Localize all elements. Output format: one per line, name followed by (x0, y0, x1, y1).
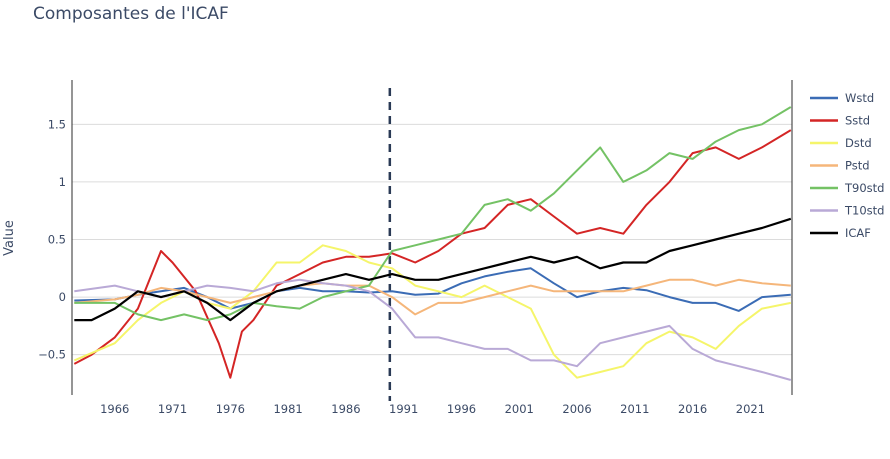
x-tick-label: 1971 (158, 402, 187, 416)
x-tick-label: 2011 (620, 402, 649, 416)
series-line-icaf[interactable] (74, 217, 792, 322)
y-tick-label: −0.5 (38, 348, 66, 362)
y-axis-title: Value (2, 220, 17, 256)
series-line-pstd[interactable] (74, 278, 791, 316)
y-tick-label: 0 (59, 290, 66, 304)
y-tick-label: 1.5 (48, 117, 66, 131)
x-tick-label: 1986 (331, 402, 360, 416)
series-line-t10std[interactable] (74, 278, 792, 381)
series-line-sstd[interactable] (73, 129, 792, 379)
legend-label-t10std[interactable]: T10std (844, 204, 884, 218)
legend-label-dstd[interactable]: Dstd (845, 136, 872, 150)
x-tick-label: 2006 (562, 402, 591, 416)
x-tick-label: 1981 (273, 402, 302, 416)
x-tick-label: 2001 (505, 402, 534, 416)
series-line-dstd[interactable] (73, 244, 791, 379)
x-tick-label: 1991 (389, 402, 418, 416)
legend-label-sstd[interactable]: Sstd (845, 114, 870, 128)
x-tick-label: 1996 (447, 402, 476, 416)
y-tick-label: 1 (59, 175, 66, 189)
x-tick-label: 2016 (678, 402, 707, 416)
legend-label-icaf[interactable]: ICAF (845, 226, 871, 240)
y-tick-label: 0.5 (48, 233, 66, 247)
legend-label-wstd[interactable]: Wstd (845, 91, 874, 105)
x-tick-label: 1976 (216, 402, 245, 416)
x-tick-label: 2021 (736, 402, 765, 416)
chart-title: Composantes de l'ICAF (33, 4, 229, 24)
x-tick-label: 1966 (100, 402, 129, 416)
legend-label-pstd[interactable]: Pstd (845, 159, 870, 173)
series-line-t90std[interactable] (74, 106, 792, 322)
legend-label-t90std[interactable]: T90std (844, 181, 884, 195)
